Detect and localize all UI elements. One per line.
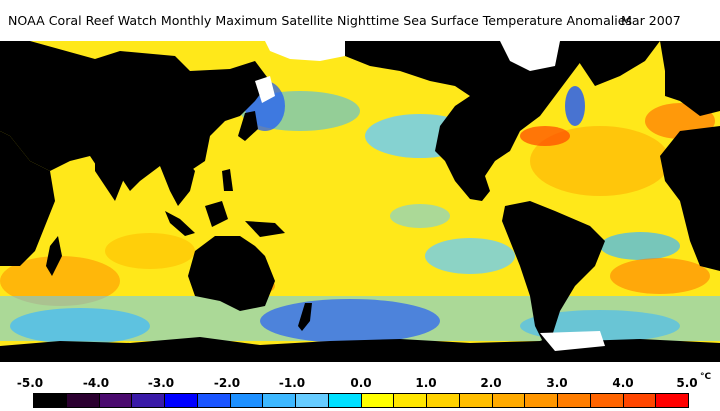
- land-africa-east: [0, 131, 55, 266]
- land-japan: [238, 111, 258, 141]
- tick-label: 2.0: [480, 376, 502, 390]
- colorbar-swatch: [492, 394, 526, 407]
- colorbar-swatch: [230, 394, 264, 407]
- ice-okhotsk: [255, 76, 275, 103]
- date-label: Mar 2007: [621, 13, 681, 28]
- colorbar-swatch: [165, 394, 198, 407]
- world-map-svg: [0, 41, 720, 362]
- land-north-america: [345, 41, 585, 201]
- tick-label: -5.0: [16, 376, 44, 390]
- colorbar-swatch: [525, 394, 558, 407]
- land-antarctica: [0, 333, 720, 362]
- colorbar-swatch: [197, 394, 231, 407]
- tick-label: 1.0: [415, 376, 437, 390]
- land-madagascar: [46, 236, 62, 276]
- land-indochina: [160, 159, 195, 206]
- colorbar-swatch: [296, 394, 329, 407]
- land-australia: [188, 236, 275, 311]
- colorbar-swatch: [34, 394, 67, 407]
- land-india: [95, 153, 125, 201]
- land-south-america: [502, 201, 605, 346]
- colorbar-swatch: [263, 394, 296, 407]
- colorbar: [33, 393, 689, 408]
- land-new-guinea: [245, 221, 285, 237]
- colorbar-labels: -5.0 -4.0 -3.0 -2.0 -1.0 0.0 1.0 2.0 3.0…: [0, 372, 720, 392]
- land-masses: [0, 41, 720, 362]
- land-philippines: [222, 169, 233, 191]
- colorbar-swatch: [361, 394, 395, 407]
- anomaly-map: [0, 41, 720, 362]
- colorbar-swatch: [132, 394, 165, 407]
- colorbar-swatch: [66, 394, 100, 407]
- anomaly-patches: [0, 58, 720, 344]
- tick-label: -1.0: [278, 376, 306, 390]
- tick-label: -4.0: [82, 376, 110, 390]
- unit-label: °C: [700, 372, 712, 382]
- tick-label: 4.0: [612, 376, 634, 390]
- title-text: NOAA Coral Reef Watch Monthly Maximum Sa…: [8, 13, 633, 28]
- tick-label: 3.0: [546, 376, 568, 390]
- ice-antarctic-shelf: [540, 331, 605, 351]
- colorbar-swatch: [459, 394, 493, 407]
- colorbar-swatch: [623, 394, 657, 407]
- colorbar-swatch: [656, 394, 688, 407]
- colorbar-swatch: [427, 394, 460, 407]
- colorbar-swatch: [558, 394, 591, 407]
- colorbar-swatch: [328, 394, 362, 407]
- land-europe-east: [660, 41, 720, 116]
- land-borneo: [205, 201, 228, 227]
- tick-label: -3.0: [147, 376, 175, 390]
- ice-labrador: [500, 41, 560, 71]
- tick-label: 0.0: [350, 376, 372, 390]
- ice-north-pacific: [265, 41, 345, 61]
- colorbar-swatch: [99, 394, 133, 407]
- land-greenland: [560, 41, 660, 86]
- map-title: NOAA Coral Reef Watch Monthly Maximum Sa…: [8, 13, 712, 28]
- sea-ice: [255, 41, 605, 351]
- tick-label: -2.0: [213, 376, 241, 390]
- land-eurasia-west: [0, 41, 270, 191]
- land-africa-west: [660, 126, 720, 271]
- colorbar-swatch: [394, 394, 427, 407]
- land-new-zealand: [298, 303, 312, 331]
- tick-label: 5.0: [676, 376, 698, 390]
- land-sumatra: [165, 211, 195, 236]
- colorbar-swatch: [590, 394, 624, 407]
